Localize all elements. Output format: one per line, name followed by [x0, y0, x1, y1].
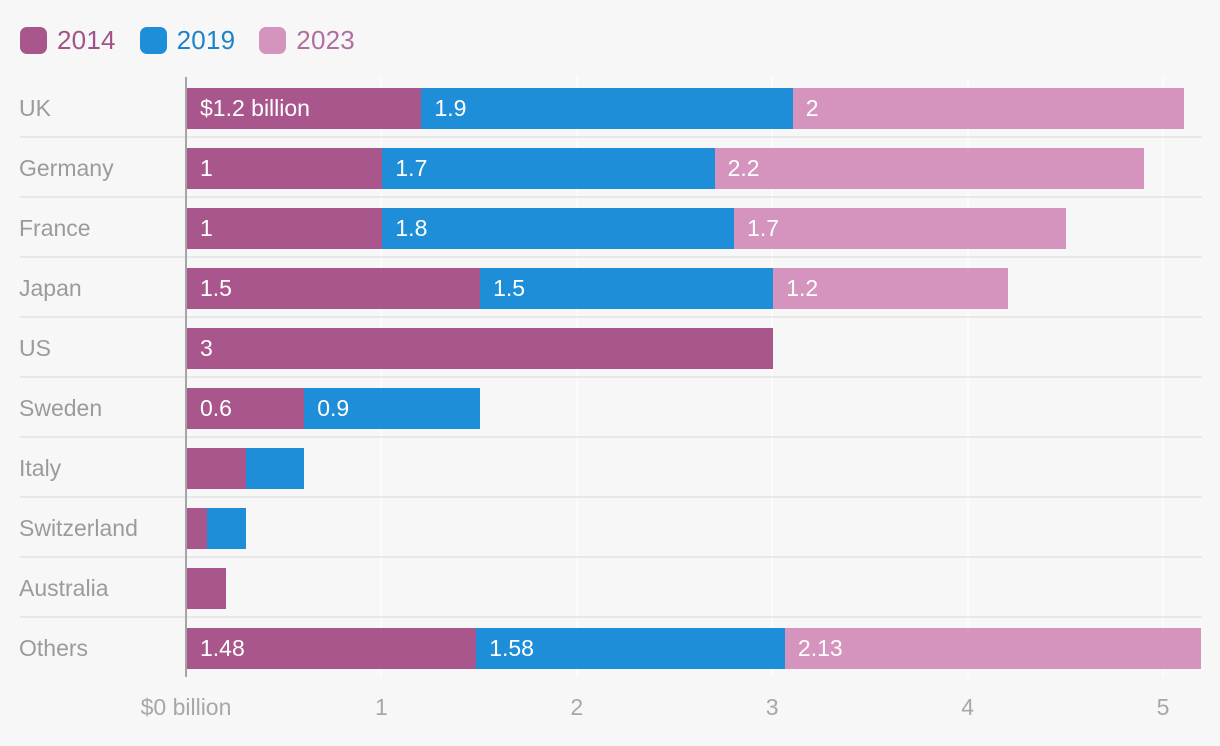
row-label: Sweden	[19, 395, 103, 421]
row-label: Italy	[19, 455, 62, 481]
bar-segment-2019: 1.7	[382, 148, 715, 189]
chart-row: Germany 1 1.7 2.2	[0, 137, 1220, 197]
legend-label: 2023	[296, 25, 355, 55]
bar-value-label: 1.8	[395, 215, 428, 241]
bar-segment-2023: 2.2	[714, 148, 1145, 189]
bar-segment-2014: 0.6	[187, 388, 305, 429]
x-axis-tick-label: 5	[1156, 694, 1170, 720]
row-label: Germany	[19, 155, 114, 181]
bar-segment-2019: 1.5	[480, 268, 774, 309]
x-axis-tick-label: $0 billion	[140, 694, 232, 720]
bar-segment-2014: 1.5	[187, 268, 481, 309]
bar-value-label: 1.7	[395, 155, 428, 181]
bar-segment-2014	[187, 508, 207, 549]
bar-value-label: 1.58	[489, 635, 534, 661]
legend-swatch-icon	[259, 27, 287, 54]
bar-segment-2023: 2.13	[784, 628, 1202, 669]
row-label: France	[19, 215, 91, 241]
chart-row: France 1 1.8 1.7	[0, 197, 1220, 257]
bar-value-label: 1.5	[200, 275, 232, 301]
row-label: Japan	[19, 275, 82, 301]
chart-row: Others 1.48 1.58 2.13	[0, 617, 1220, 677]
bar-value-label: 1	[200, 155, 213, 181]
bar-value-label: 1	[200, 215, 213, 241]
legend: 2014 2019 2023	[20, 25, 355, 56]
bar-value-label: 2.2	[727, 155, 760, 181]
bar-segment-2019: 1.9	[421, 88, 793, 129]
legend-item-2023: 2023	[259, 25, 355, 56]
chart-row: US 3	[0, 317, 1220, 377]
row-separator	[20, 616, 1202, 618]
row-separator	[20, 256, 1202, 258]
bar-segment-2014: 1	[187, 148, 383, 189]
legend-label: 2014	[57, 25, 116, 55]
bar-value-label: 0.6	[200, 395, 232, 421]
row-separator	[20, 436, 1202, 438]
bar-value-label: 2	[805, 95, 819, 121]
row-separator	[20, 136, 1202, 138]
bar-segment-2023: 1.7	[734, 208, 1067, 249]
row-separator	[20, 376, 1202, 378]
x-axis-tick-label: 1	[374, 694, 388, 720]
bar-value-label: 1.7	[747, 215, 780, 241]
bar-segment-2019: 1.58	[476, 628, 785, 669]
row-label: Switzerland	[19, 515, 138, 541]
row-label: Others	[19, 635, 89, 661]
bar-segment-2014	[187, 448, 246, 489]
bar-segment-2019: 0.9	[304, 388, 481, 429]
bar-segment-2023: 1.2	[773, 268, 1008, 309]
bar-segment-2014: 1.48	[187, 628, 477, 669]
bar-segment-2023: 2	[792, 88, 1184, 129]
chart-row: Australia	[0, 557, 1220, 617]
chart-row: Sweden 0.6 0.9	[0, 377, 1220, 437]
bar-value-label: 0.9	[317, 395, 350, 421]
bar-segment-2014: $1.2 billion	[187, 88, 422, 129]
legend-item-2019: 2019	[139, 25, 236, 56]
legend-swatch-icon	[20, 27, 47, 54]
row-separator	[20, 196, 1202, 198]
chart-row: UK $1.2 billion 1.9 2	[0, 77, 1220, 137]
bar-value-label: 3	[200, 335, 213, 361]
bar-value-label: 2.13	[797, 635, 843, 661]
x-axis-tick-label: 3	[765, 694, 779, 720]
legend-item-2014: 2014	[20, 25, 116, 56]
chart-row: Switzerland	[0, 497, 1220, 557]
row-separator	[20, 556, 1202, 558]
bar-segment-2014: 3	[187, 328, 774, 369]
row-separator	[20, 496, 1202, 498]
bar-value-label: 1.9	[434, 95, 467, 121]
bar-segment-2019	[206, 508, 246, 549]
row-label: UK	[19, 95, 51, 121]
x-axis-tick-label: 4	[961, 694, 974, 720]
row-label: Australia	[19, 575, 109, 601]
chart-row: Japan 1.5 1.5 1.2	[0, 257, 1220, 317]
bar-value-label: 1.5	[493, 275, 526, 301]
bar-segment-2014: 1	[187, 208, 383, 249]
bar-value-label: 1.48	[200, 635, 245, 661]
bar-segment-2019	[245, 448, 305, 489]
bar-segment-2014	[187, 568, 227, 609]
bar-value-label: $1.2 billion	[200, 95, 310, 121]
bar-segment-2019: 1.8	[382, 208, 735, 249]
chart-row: Italy	[0, 437, 1220, 497]
y-axis-line	[185, 77, 187, 677]
bar-value-label: 1.2	[786, 275, 819, 301]
x-axis-tick-label: 2	[570, 694, 584, 720]
row-separator	[20, 316, 1202, 318]
legend-swatch-icon	[139, 27, 167, 54]
legend-label: 2019	[176, 25, 236, 55]
row-label: US	[19, 335, 51, 361]
